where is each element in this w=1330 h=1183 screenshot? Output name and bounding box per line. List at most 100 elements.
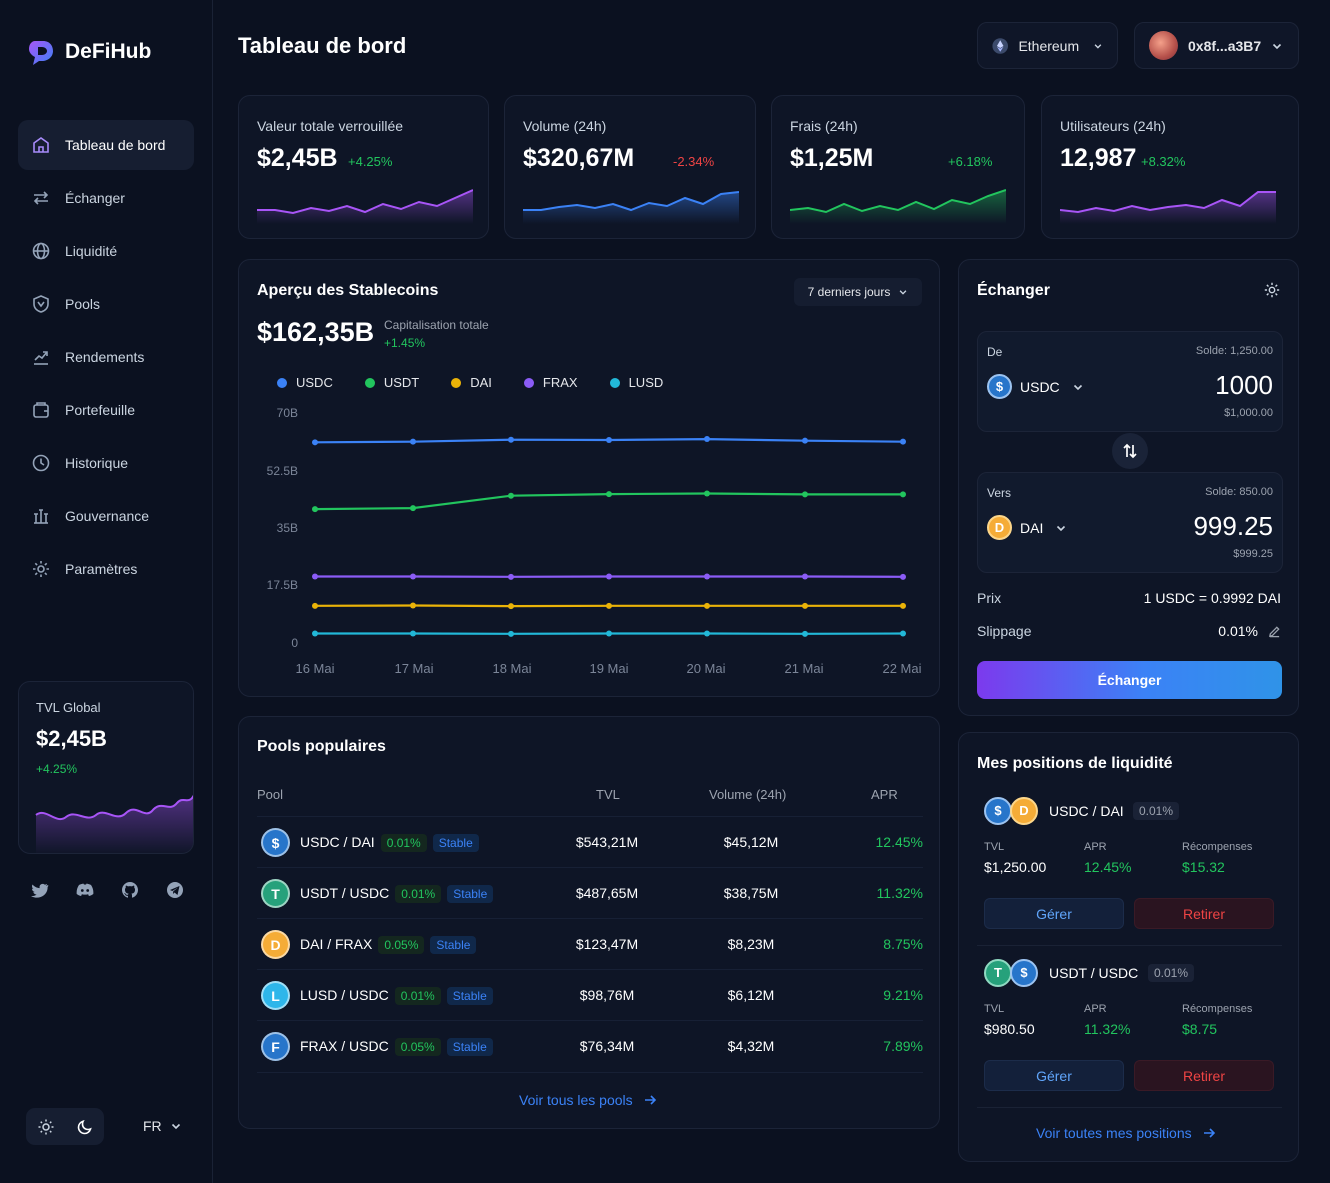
swap-to-token-select[interactable]: D DAI bbox=[987, 515, 1067, 540]
pool-pair: DAI / FRAX bbox=[300, 936, 373, 952]
usdc-coin-icon: $ bbox=[984, 797, 1012, 825]
stat-change: +6.18% bbox=[948, 154, 993, 169]
data-point bbox=[312, 573, 318, 580]
data-point bbox=[606, 491, 612, 498]
table-row[interactable]: D DAI / FRAX 0.05% Stable $123,47M $8,23M 8.75… bbox=[257, 918, 923, 969]
sidebar-item-governance[interactable]: Gouvernance bbox=[18, 491, 194, 541]
manage-position-button[interactable]: Gérer bbox=[984, 1060, 1124, 1091]
gear-icon bbox=[33, 561, 49, 577]
data-point bbox=[410, 602, 416, 609]
language-value: FR bbox=[143, 1118, 162, 1134]
swap-from-amount-input[interactable]: 1000 bbox=[1215, 370, 1273, 400]
position-tvl-label: TVL bbox=[984, 841, 1005, 853]
twitter-icon[interactable] bbox=[30, 880, 50, 900]
view-all-pools-label: Voir tous les pools bbox=[519, 1092, 633, 1108]
stat-label: Frais (24h) bbox=[790, 118, 858, 134]
column-header-tvl: TVL bbox=[596, 787, 620, 802]
stat-change: +8.32% bbox=[1141, 154, 1186, 169]
sidebar-item-history[interactable]: Historique bbox=[18, 438, 194, 488]
settings-gear-icon[interactable] bbox=[1263, 281, 1281, 299]
stat-sparkline bbox=[257, 189, 473, 224]
swap-arrows-icon bbox=[33, 191, 49, 205]
sidebar-item-liquidity[interactable]: Liquidité bbox=[18, 226, 194, 276]
position-apr-label: APR bbox=[1084, 841, 1107, 853]
slippage-control[interactable]: 0.01% bbox=[1218, 623, 1281, 639]
wallet-button[interactable]: 0x8f...a3B7 bbox=[1134, 22, 1299, 69]
table-row[interactable]: F FRAX / USDC 0.05% Stable $76,34M $4,32M 7.89… bbox=[257, 1020, 923, 1071]
discord-icon[interactable] bbox=[75, 880, 95, 900]
sidebar-item-swap[interactable]: Échanger bbox=[18, 173, 194, 223]
data-point bbox=[508, 603, 514, 610]
sun-icon[interactable] bbox=[37, 1118, 55, 1136]
view-all-positions-link[interactable]: Voir toutes mes positions bbox=[1036, 1125, 1216, 1141]
pool-pair: USDT / USDC bbox=[300, 885, 390, 901]
brand-logo[interactable]: DeFiHub bbox=[27, 38, 151, 66]
table-row[interactable]: T USDT / USDC 0.01% Stable $487,65M $38,75M 11… bbox=[257, 867, 923, 918]
position-rewards: $15.32 bbox=[1182, 859, 1225, 875]
usdc-coin-icon: $ bbox=[261, 828, 290, 857]
stat-label: Volume (24h) bbox=[523, 118, 607, 134]
manage-position-button[interactable]: Gérer bbox=[984, 898, 1124, 929]
usdt-coin-icon: T bbox=[261, 879, 290, 908]
data-point bbox=[508, 492, 514, 499]
data-point bbox=[704, 490, 710, 497]
swap-to-box: Vers Solde: 850.00 D DAI 999.25 $999.25 bbox=[977, 472, 1283, 573]
lusd-coin-icon: L bbox=[261, 981, 290, 1010]
data-point bbox=[900, 491, 906, 498]
view-all-pools-link[interactable]: Voir tous les pools bbox=[519, 1092, 657, 1108]
github-icon[interactable] bbox=[120, 880, 140, 900]
data-point bbox=[704, 630, 710, 637]
sidebar-item-portfolio[interactable]: Portefeuille bbox=[18, 385, 194, 435]
data-point bbox=[410, 505, 416, 512]
swap-title: Échanger bbox=[977, 282, 1050, 299]
x-tick-label: 19 Mai bbox=[589, 661, 629, 676]
telegram-icon[interactable] bbox=[165, 880, 185, 900]
legend-item-frax[interactable]: FRAX bbox=[523, 375, 578, 390]
table-row[interactable]: $ USDC / DAI 0.01% Stable $543,21M $45,12M 12.… bbox=[257, 816, 923, 867]
stat-value: $320,67M bbox=[523, 144, 635, 172]
position-pair: USDC / DAI bbox=[1049, 803, 1124, 819]
moon-icon[interactable] bbox=[76, 1118, 94, 1136]
sidebar-item-yields[interactable]: Rendements bbox=[18, 332, 194, 382]
position-tvl-label: TVL bbox=[984, 1003, 1005, 1015]
theme-toggle[interactable] bbox=[26, 1108, 104, 1145]
pool-stable-badge: Stable bbox=[447, 885, 494, 903]
data-point bbox=[802, 573, 808, 580]
sparkline-area bbox=[257, 190, 473, 224]
tvl-global-value: $2,45B bbox=[36, 726, 107, 751]
withdraw-position-button[interactable]: Retirer bbox=[1134, 898, 1274, 929]
yield-icon bbox=[34, 351, 48, 365]
pool-tvl: $543,21M bbox=[575, 834, 639, 850]
pool-volume: $45,12M bbox=[723, 834, 779, 850]
view-all-positions-label: Voir toutes mes positions bbox=[1036, 1125, 1192, 1141]
legend-item-usdc[interactable]: USDC bbox=[277, 375, 333, 390]
legend-item-dai[interactable]: DAI bbox=[451, 375, 492, 390]
swap-to-amount-input[interactable]: 999.25 bbox=[1193, 511, 1273, 541]
language-select[interactable]: FR bbox=[143, 1118, 182, 1134]
network-select[interactable]: Ethereum bbox=[977, 22, 1118, 69]
pool-apr: 8.75% bbox=[883, 936, 923, 952]
swap-direction-button[interactable] bbox=[1112, 433, 1148, 469]
sidebar-item-settings[interactable]: Paramètres bbox=[18, 544, 194, 594]
swap-submit-button[interactable]: Échanger bbox=[977, 661, 1282, 699]
data-point bbox=[508, 630, 514, 637]
stat-card-fees: Frais (24h) $1,25M +6.18% bbox=[771, 95, 1025, 239]
y-tick-label: 52.5B bbox=[266, 464, 298, 478]
table-row[interactable]: L LUSD / USDC 0.01% Stable $98,76M $6,12M 9.21… bbox=[257, 969, 923, 1020]
period-select[interactable]: 7 derniers jours bbox=[794, 278, 922, 306]
legend-item-lusd[interactable]: LUSD bbox=[609, 375, 663, 390]
sparkline-line bbox=[257, 189, 473, 215]
ethereum-icon bbox=[992, 37, 1009, 54]
withdraw-position-button[interactable]: Retirer bbox=[1134, 1060, 1274, 1091]
swap-from-token-select[interactable]: $ USDC bbox=[987, 374, 1084, 399]
pool-pair-cell: DAI / FRAX 0.05% Stable bbox=[300, 936, 477, 954]
x-tick-label: 16 Mai bbox=[295, 661, 335, 676]
clock-icon bbox=[32, 454, 50, 472]
pool-volume: $38,75M bbox=[723, 885, 779, 901]
position-tvl: $1,250.00 bbox=[984, 859, 1047, 875]
pool-pair-cell: USDC / DAI 0.01% Stable bbox=[300, 834, 479, 852]
legend-item-usdt[interactable]: USDT bbox=[364, 375, 419, 390]
sidebar-item-dashboard[interactable]: Tableau de bord bbox=[18, 120, 194, 170]
dai-coin-icon: D bbox=[261, 930, 290, 959]
sidebar-item-pools[interactable]: Pools bbox=[18, 279, 194, 329]
